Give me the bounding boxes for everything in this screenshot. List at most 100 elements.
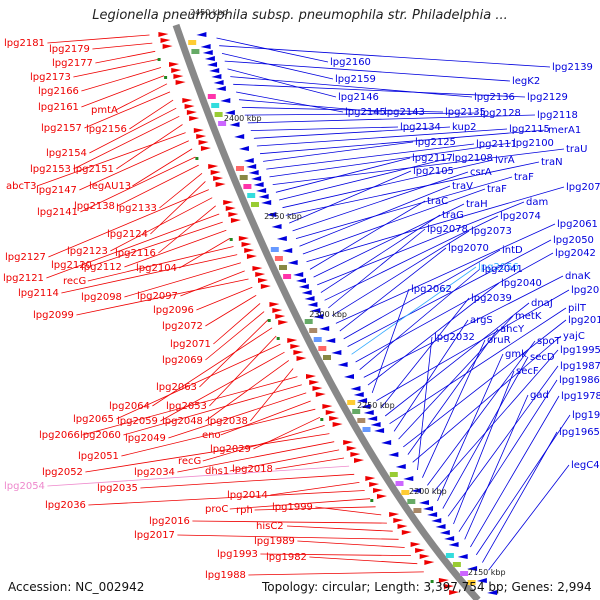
feature-tick [229, 238, 233, 241]
reverse-gene-arrow [381, 440, 392, 445]
reverse-gene-arrow [388, 452, 399, 457]
reverse-leader-line [272, 148, 565, 185]
forward-gene-arrow [252, 266, 263, 271]
scale-label: 2450 kbp [190, 8, 228, 17]
forward-leader-line [180, 270, 245, 297]
left-gene-label: lpg2127 [5, 252, 46, 263]
right-gene-label: lpg2050 [553, 235, 594, 246]
forward-leader-line [132, 148, 193, 187]
left-gene-label: lpg2104 [136, 263, 177, 274]
reverse-gene-arrow [258, 194, 269, 199]
right-gene-label: lpg2115 [509, 124, 550, 135]
right-gene-label: csrA [470, 167, 492, 178]
forward-leader-line [121, 408, 316, 457]
left-gene-label: lpg2154 [46, 148, 87, 159]
forward-leader-line [205, 294, 257, 327]
reverse-gene-arrow [251, 176, 262, 181]
forward-leader-line [205, 311, 265, 361]
forward-gene-arrow [175, 80, 186, 85]
left-gene-label: lpg2177 [52, 58, 93, 69]
reverse-gene-arrow [448, 542, 459, 547]
forward-gene-arrow [278, 320, 289, 325]
forward-gene-arrow [373, 488, 384, 493]
right-gene-label: lpg2108 [452, 153, 493, 164]
right-gene-label: lpg2041 [482, 264, 523, 275]
left-gene-label: lpg2173 [30, 72, 71, 83]
left-gene-label: lpg2066 [39, 430, 80, 441]
reverse-leader-line [279, 157, 451, 201]
feature-tile [352, 409, 361, 414]
forward-gene-arrow [184, 104, 195, 109]
reverse-gene-arrow [350, 386, 361, 391]
left-gene-label: lpg2059 [117, 416, 158, 427]
reverse-gene-arrow [395, 464, 406, 469]
right-gene-label: lpg2076 [566, 182, 600, 193]
right-gene-label: lpg2056 [478, 262, 519, 273]
forward-leader-line [46, 213, 220, 279]
reverse-gene-arrow [215, 86, 226, 91]
scale-label: 2150 kbp [468, 568, 506, 577]
left-gene-label: lpg2017 [134, 530, 175, 541]
left-gene-label: lpg2121 [3, 273, 44, 284]
forward-leader-line [115, 83, 168, 111]
forward-gene-arrow [424, 560, 435, 565]
right-gene-label: lpg2039 [471, 293, 512, 304]
forward-gene-arrow [272, 308, 283, 313]
reverse-leader-line [306, 186, 565, 263]
right-gene-label: lpg2125 [415, 137, 456, 148]
right-gene-label: lpg2146 [338, 92, 379, 103]
scale-label: 2200 kbp [409, 487, 447, 496]
reverse-leader-line [324, 215, 499, 301]
right-gene-label: traG [442, 210, 464, 221]
reverse-leader-line [427, 340, 536, 486]
right-gene-label: traH [466, 199, 488, 210]
forward-gene-arrow [354, 458, 365, 463]
forward-gene-arrow [397, 524, 408, 529]
scale-labels: 2450 kbp 2400 kbp 2350 kbp 2300 kbp 2250 kbp… [190, 8, 506, 577]
reverse-leader-line [347, 239, 552, 347]
left-gene-label: lpg2060 [80, 430, 121, 441]
forward-leader-line [123, 384, 302, 436]
right-gene-label: traN [541, 157, 563, 168]
forward-leader-line [297, 540, 405, 548]
reverse-gene-arrow [287, 260, 298, 265]
left-gene-label: eno [202, 430, 221, 441]
right-gene-label: secF [516, 366, 539, 377]
feature-tile [401, 490, 410, 495]
left-gene-label: lpg2116 [115, 248, 156, 259]
reverse-gene-arrow [276, 236, 287, 241]
forward-gene-arrow [241, 242, 252, 247]
left-gene-label: lpg2014 [227, 490, 268, 501]
forward-leader-line [229, 449, 340, 472]
forward-gene-arrow [343, 440, 354, 445]
forward-gene-arrow [325, 410, 336, 415]
reverse-leader-line [393, 319, 469, 432]
feature-tile [279, 265, 287, 270]
forward-gene-arrow [269, 302, 280, 307]
forward-leader-line [110, 197, 213, 252]
reverse-gene-arrow [204, 56, 215, 61]
reverse-leader-line [464, 394, 529, 540]
reverse-leader-line [371, 288, 410, 394]
reverse-leader-line [241, 107, 444, 113]
right-gene-label: dam [526, 197, 548, 208]
forward-gene-arrow [329, 416, 340, 421]
left-gene-label: lpg2147 [36, 185, 77, 196]
forward-gene-arrow [213, 176, 224, 181]
right-gene-label: ahcY [500, 324, 525, 335]
reverse-leader-line [335, 223, 556, 324]
right-gene-label: lpg2160 [330, 57, 371, 68]
reverse-gene-arrow [256, 188, 267, 193]
reverse-gene-arrow [301, 290, 312, 295]
feature-tile [283, 274, 292, 279]
forward-leader-line [73, 59, 159, 78]
reverse-leader-line [275, 157, 411, 193]
feature-tile [467, 580, 476, 585]
forward-gene-arrow [443, 584, 454, 589]
right-gene-label: legK2 [512, 76, 540, 87]
forward-gene-arrow [169, 62, 180, 67]
reverse-gene-arrow [248, 170, 259, 175]
forward-leader-line [199, 319, 269, 388]
reverse-gene-arrow [374, 428, 385, 433]
